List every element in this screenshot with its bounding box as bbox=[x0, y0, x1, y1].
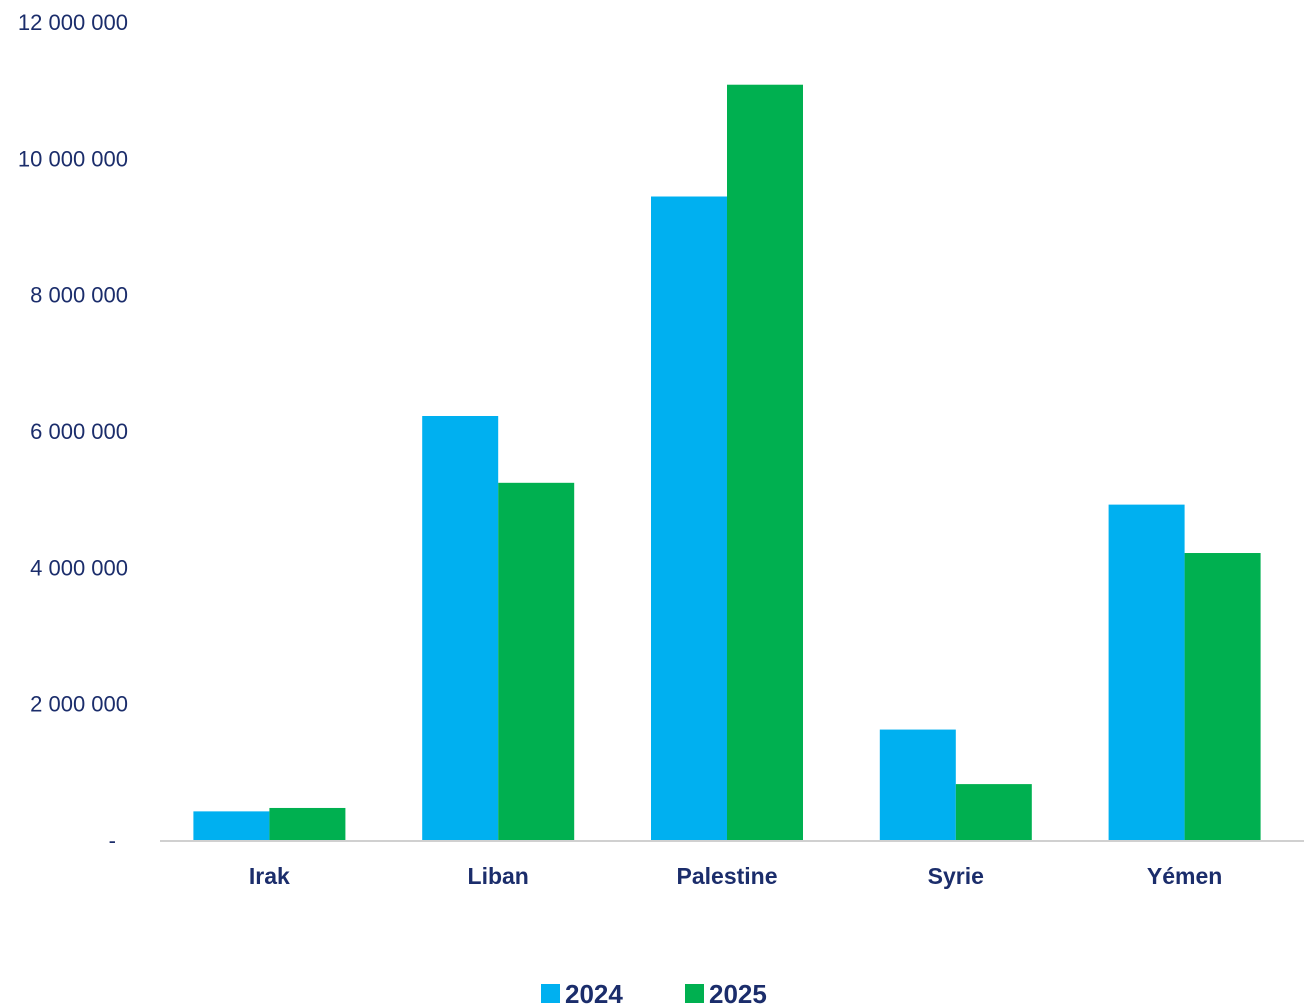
bar-liban-2025 bbox=[498, 482, 575, 840]
y-tick-label: 12 000 000 bbox=[18, 10, 128, 35]
y-tick-label: - bbox=[109, 828, 116, 853]
bar-palestine-2024 bbox=[651, 196, 727, 841]
bar-liban-2024 bbox=[422, 416, 499, 840]
y-tick-label: 2 000 000 bbox=[30, 692, 128, 717]
y-axis: - 2 000 000 4 000 000 6 000 000 8 000 000 10 … bbox=[18, 10, 128, 853]
x-tick-label: Irak bbox=[249, 863, 290, 889]
x-tick-label: Palestine bbox=[677, 863, 778, 889]
bar-yémen-2024 bbox=[1108, 504, 1185, 840]
bar-yémen-2025 bbox=[1184, 553, 1261, 840]
y-tick-label: 6 000 000 bbox=[30, 419, 128, 444]
y-tick-label: 10 000 000 bbox=[18, 146, 128, 171]
legend-label-2025: 2025 bbox=[709, 979, 767, 1005]
x-tick-label: Syrie bbox=[928, 863, 984, 889]
bar-syrie-2025 bbox=[955, 784, 1032, 840]
x-axis: Irak Liban Palestine Syrie Yémen bbox=[249, 863, 1222, 889]
y-tick-label: 4 000 000 bbox=[30, 555, 128, 580]
bar-irak-2024 bbox=[193, 811, 270, 840]
bars bbox=[193, 84, 1261, 841]
legend-swatch-2025 bbox=[685, 984, 704, 1003]
legend: 2024 2025 bbox=[541, 979, 767, 1005]
bar-irak-2025 bbox=[269, 807, 346, 840]
bar-palestine-2025 bbox=[727, 84, 803, 841]
legend-label-2024: 2024 bbox=[565, 979, 623, 1005]
x-tick-label: Liban bbox=[468, 863, 529, 889]
x-tick-label: Yémen bbox=[1147, 863, 1222, 889]
y-tick-label: 8 000 000 bbox=[30, 283, 128, 308]
bar-syrie-2024 bbox=[879, 729, 956, 840]
legend-swatch-2024 bbox=[541, 984, 560, 1003]
